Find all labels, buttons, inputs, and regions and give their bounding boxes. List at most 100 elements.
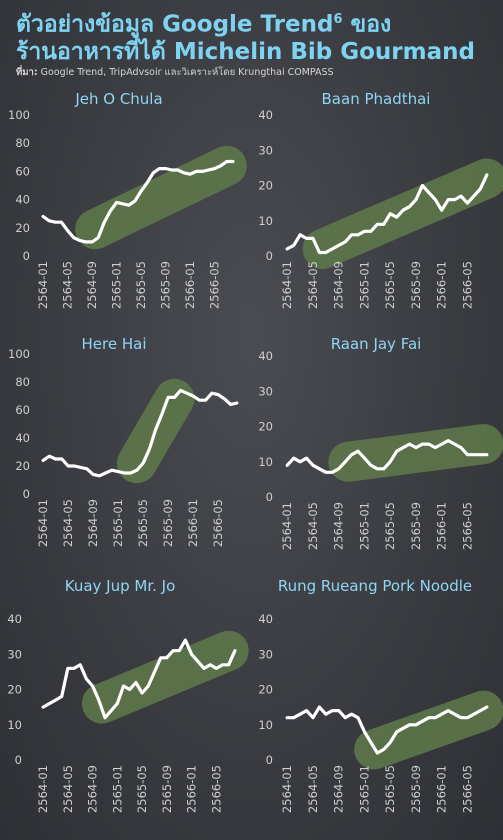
x-tick-label: 2564-09 — [332, 261, 346, 309]
data-point — [466, 453, 469, 456]
data-point — [60, 220, 63, 224]
data-point — [140, 691, 144, 695]
x-tick-label: 2566-01 — [435, 502, 449, 550]
data-point — [343, 716, 347, 719]
y-tick-label: 40 — [7, 612, 22, 626]
chart-panel-6: Rung Rueang Pork Noodle 0 10 20 30 40 2564-01 2… — [258, 577, 503, 813]
data-point — [421, 442, 424, 446]
data-point — [109, 209, 112, 213]
data-point — [207, 168, 210, 172]
y-tick-label: 0 — [23, 249, 30, 263]
trend-highlight — [81, 630, 249, 724]
data-point — [389, 741, 392, 744]
data-point — [153, 670, 156, 674]
data-point — [440, 208, 443, 212]
x-tick-label: 2566-05 — [460, 502, 474, 550]
data-point — [121, 202, 124, 206]
x-tick-label: 2566-01 — [435, 261, 449, 309]
data-point — [79, 466, 82, 469]
data-point — [331, 709, 334, 712]
data-point — [190, 653, 193, 656]
chart-panel-1: Jeh O Chula 0 20 40 60 80 100 2564-01 2564-05 256… — [8, 90, 247, 309]
data-point — [182, 171, 186, 175]
data-point — [41, 459, 45, 462]
data-point — [318, 467, 321, 470]
chart-title: Here Hai — [82, 335, 147, 353]
data-point — [91, 684, 94, 688]
y-tick-label: 30 — [258, 647, 273, 661]
data-point — [176, 168, 180, 172]
data-point — [453, 198, 456, 201]
x-tick-label: 2565-05 — [135, 765, 149, 813]
data-point — [453, 712, 456, 716]
data-point — [356, 716, 360, 719]
data-point — [286, 716, 289, 719]
data-point — [440, 712, 443, 716]
infographic-title: ตัวอย่างข้อมูล Google Trend6 ของ ร้านอาห… — [16, 6, 496, 66]
data-point — [485, 453, 488, 456]
data-point — [66, 229, 69, 232]
data-point — [440, 442, 443, 446]
x-tick-label: 2564-09 — [332, 765, 346, 813]
data-point — [421, 184, 424, 187]
x-tick-label: 2565-01 — [110, 261, 124, 309]
data-point — [133, 199, 137, 203]
data-point — [453, 442, 456, 446]
data-point — [219, 164, 222, 167]
y-tick-label: 60 — [15, 403, 30, 417]
data-point — [185, 392, 189, 395]
data-point — [166, 396, 170, 399]
x-tick-label: 2566-05 — [209, 765, 223, 813]
x-tick-label: 2565-09 — [409, 261, 423, 309]
data-point — [122, 684, 125, 688]
chart-title: Jeh O Chula — [74, 90, 162, 108]
data-point — [324, 471, 328, 474]
y-tick-label: 0 — [23, 487, 30, 501]
x-tick-label: 2564-09 — [86, 765, 100, 813]
y-tick-label: 30 — [258, 143, 273, 157]
data-point — [115, 201, 118, 204]
data-point — [421, 720, 424, 723]
x-tick-label: 2564-01 — [36, 499, 50, 547]
data-point — [139, 189, 143, 193]
data-point — [128, 688, 131, 691]
data-point — [194, 170, 198, 173]
chart-title: Kuay Jup Mr. Jo — [65, 577, 176, 595]
data-point — [401, 208, 405, 212]
data-point — [215, 667, 218, 670]
data-point — [331, 471, 334, 474]
data-point — [159, 656, 162, 659]
title-footnote-mark: 6 — [333, 12, 343, 27]
x-tick-label: 2565-09 — [161, 499, 175, 547]
y-tick-label: 40 — [258, 108, 273, 122]
x-tick-label: 2565-01 — [357, 765, 371, 813]
y-tick-label: 40 — [258, 349, 273, 363]
data-point — [79, 663, 82, 667]
data-point — [356, 233, 360, 237]
x-tick-label: 2565-09 — [159, 261, 173, 309]
data-point — [363, 230, 366, 233]
data-point — [292, 244, 295, 247]
x-tick-label: 2566-01 — [183, 261, 197, 309]
chart-panel-3: Here Hai 0 20 40 60 80 100 2564-01 2564-05 2564-0… — [8, 335, 239, 547]
chart-panel-5: Kuay Jup Mr. Jo 0 10 20 30 40 2564-01 2564-05 25… — [7, 577, 249, 813]
data-point — [479, 453, 482, 456]
data-point — [324, 251, 328, 254]
chart-title: Rung Rueang Pork Noodle — [278, 577, 472, 595]
data-point — [318, 251, 321, 254]
data-point — [201, 170, 204, 173]
data-point — [369, 741, 373, 744]
x-tick-label: 2566-01 — [435, 765, 449, 813]
x-tick-label: 2564-05 — [306, 765, 320, 813]
source-label: ที่มา: — [16, 67, 38, 78]
data-point — [173, 396, 176, 399]
data-point — [286, 247, 289, 251]
data-point — [479, 187, 482, 191]
data-point — [337, 244, 340, 247]
data-point — [208, 663, 212, 667]
data-point — [318, 705, 321, 709]
data-point — [60, 457, 64, 461]
data-point — [350, 453, 353, 456]
data-point — [90, 240, 94, 244]
data-point — [305, 237, 308, 240]
